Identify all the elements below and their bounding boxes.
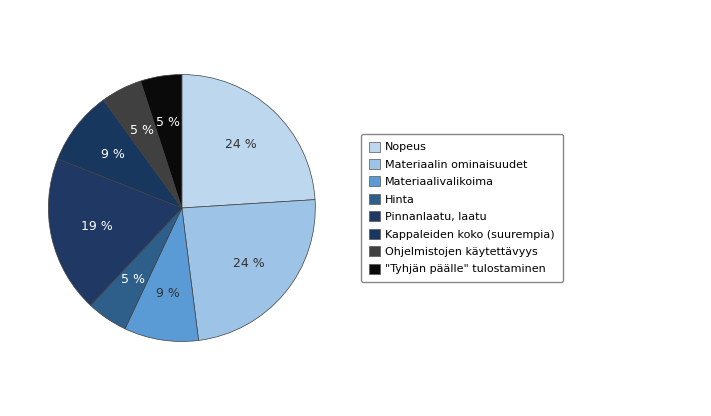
Text: 5 %: 5 % (130, 124, 154, 137)
Wedge shape (48, 159, 182, 305)
Wedge shape (182, 74, 315, 208)
Wedge shape (58, 100, 182, 208)
Text: 9 %: 9 % (156, 287, 180, 300)
Wedge shape (182, 200, 315, 340)
Text: 5 %: 5 % (121, 273, 145, 286)
Wedge shape (103, 81, 182, 208)
Text: 24 %: 24 % (225, 138, 257, 151)
Text: 19 %: 19 % (81, 220, 113, 233)
Text: 9 %: 9 % (102, 149, 125, 161)
Legend: Nopeus, Materiaalin ominaisuudet, Materiaalivalikoima, Hinta, Pinnanlaatu, laatu: Nopeus, Materiaalin ominaisuudet, Materi… (361, 134, 563, 282)
Text: 24 %: 24 % (232, 257, 264, 270)
Wedge shape (141, 74, 182, 208)
Wedge shape (125, 208, 198, 342)
Wedge shape (90, 208, 182, 329)
Text: 5 %: 5 % (156, 116, 181, 129)
